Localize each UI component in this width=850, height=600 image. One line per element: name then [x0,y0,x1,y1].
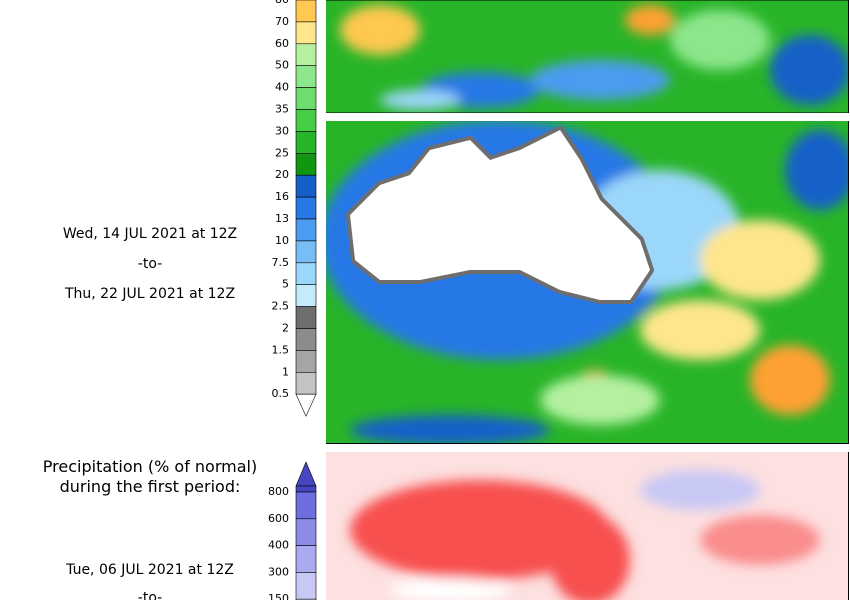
colorbar-swatch [295,262,317,285]
colorbar-swatch [295,306,317,329]
colorbar-swatch [295,491,317,520]
colorbar-label: 50 [275,59,289,72]
colorbar-swatch [295,109,317,132]
colorbar-swatch [295,131,317,154]
map-panel-middle [326,121,849,444]
period-end: Thu, 22 JUL 2021 at 12Z [64,286,236,302]
colorbar-label: 7.5 [272,256,290,269]
colorbar-swatch [295,43,317,66]
colorbar-label: 25 [275,146,289,159]
colorbar-swatch [295,218,317,242]
colorbar-swatch [295,153,317,176]
colorbar-swatch [295,371,317,395]
colorbar-swatch [295,0,317,23]
colorbar-label: 30 [275,124,289,137]
colorbar-label: 40 [275,81,289,94]
section-title: Precipitation (% of normal) [42,457,258,476]
colorbar-label: 20 [275,168,289,181]
period-separator: -to- [137,256,163,272]
colorbar-label: 10 [275,234,289,247]
colorbar-label: 800 [268,485,289,498]
colorbar-swatch [295,21,317,45]
colorbar-label: 0.5 [272,387,290,400]
colorbar-label: 400 [268,539,289,552]
colorbar-end [295,393,317,417]
colorbar-label: 300 [268,565,289,578]
colorbar-label: 70 [275,15,289,28]
colorbar-label: 60 [275,37,289,50]
map-panel-bottom [326,452,849,600]
period-separator: -to- [137,590,163,600]
colorbar-label: 150 [268,592,289,600]
colorbar-swatch [295,284,317,307]
colorbar-label: 1 [282,365,289,378]
colorbar-swatch [295,174,317,198]
colorbar-swatch [295,240,317,264]
colorbar-swatch [295,485,317,493]
colorbar-swatch [295,328,317,351]
colorbar-swatch [295,545,317,573]
colorbar-label: 80 [275,0,289,6]
colorbar-label: 600 [268,512,289,525]
map-panel-top [326,0,849,113]
colorbar-label: 5 [282,278,289,291]
colorbar-swatch [295,196,317,220]
colorbar-swatch [295,350,317,373]
period-start: Tue, 06 JUL 2021 at 12Z [66,562,234,578]
colorbar-label: 1.5 [272,343,290,356]
colorbar-swatch [295,65,317,88]
colorbar-end [295,461,317,487]
colorbar-swatch [295,518,317,546]
colorbar-label: 2 [282,322,289,335]
colorbar-label: 16 [275,190,289,203]
colorbar-label: 13 [275,212,289,225]
colorbar-swatch [295,87,317,110]
section-title: during the first period: [59,477,241,496]
period-start: Wed, 14 JUL 2021 at 12Z [62,226,238,242]
colorbar-label: 2.5 [272,300,290,313]
colorbar-swatch [295,572,317,600]
colorbar-label: 35 [275,103,289,116]
